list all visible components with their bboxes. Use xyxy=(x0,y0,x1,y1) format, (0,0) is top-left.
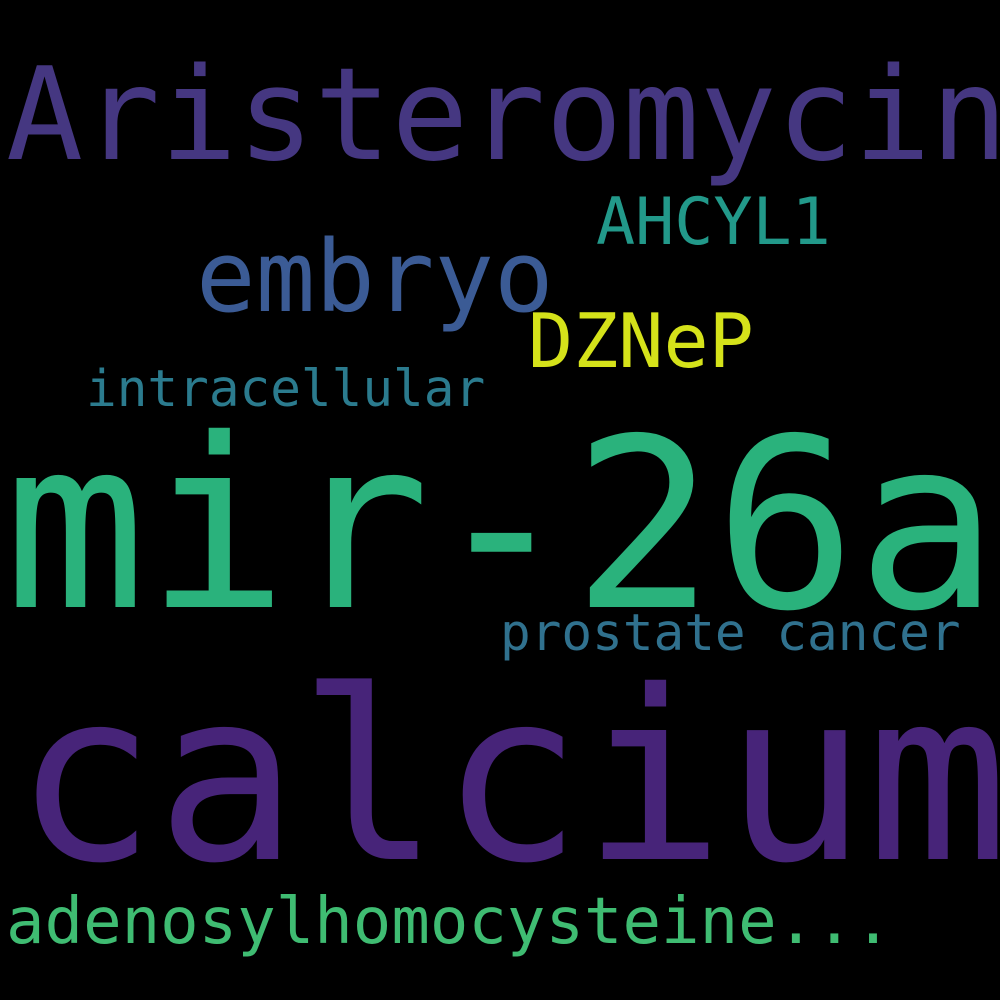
word-ahcyl1: AHCYL1 xyxy=(596,185,831,260)
word-dznep: DZNeP xyxy=(528,297,754,385)
word-intracellular: intracellular xyxy=(86,360,486,419)
word-adenosylhomocysteine: adenosylhomocysteine... xyxy=(6,885,893,959)
word-calcium: calcium xyxy=(14,640,1000,915)
word-aristeromycin: Aristeromycin xyxy=(6,41,1000,190)
word-prostate-cancer: prostate cancer xyxy=(500,604,961,663)
word-embryo: embryo xyxy=(196,220,554,335)
word-mir-26a: mir-26a xyxy=(4,388,999,663)
